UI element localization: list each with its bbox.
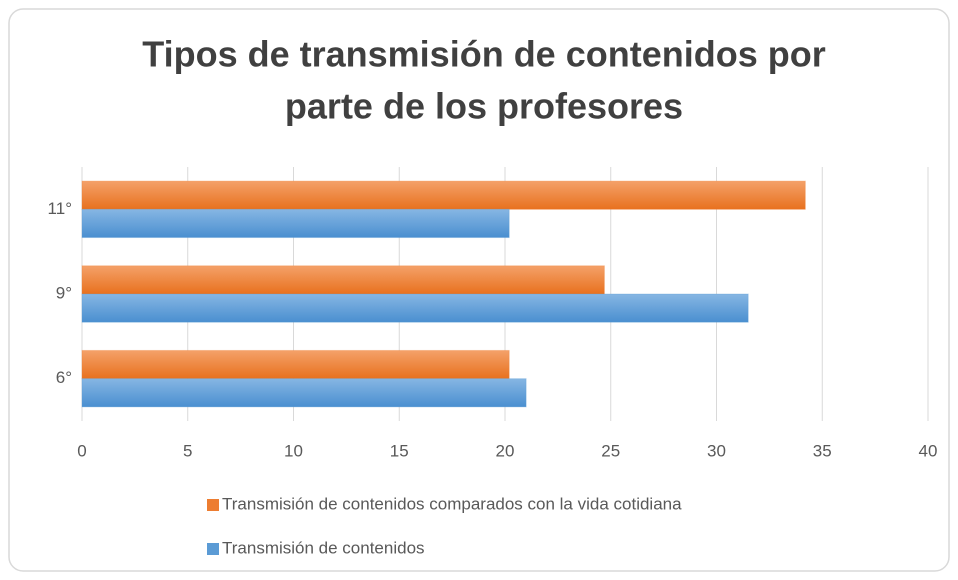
chart-title: parte de los profesores (285, 86, 683, 127)
x-tick-label: 35 (813, 441, 832, 460)
x-tick-label: 10 (284, 441, 303, 460)
legend-swatch (207, 499, 219, 511)
bar (81, 293, 749, 323)
x-tick-label: 0 (77, 441, 86, 460)
bar (81, 180, 806, 210)
legend-swatch (207, 543, 219, 555)
bar (81, 208, 510, 239)
y-tick-label: 6° (56, 368, 72, 387)
bar (81, 349, 510, 380)
chart-title: Tipos de transmisión de contenidos por (142, 34, 825, 75)
bar (81, 378, 527, 408)
y-tick-label: 9° (56, 283, 72, 302)
y-tick-label: 11° (48, 199, 72, 218)
x-tick-label: 25 (601, 441, 620, 460)
legend-label: Transmisión de contenidos comparados con… (222, 494, 682, 513)
x-tick-label: 15 (390, 441, 409, 460)
x-tick-label: 5 (183, 441, 192, 460)
bar (81, 265, 605, 295)
x-tick-label: 30 (707, 441, 726, 460)
x-tick-label: 40 (919, 441, 938, 460)
x-tick-label: 20 (496, 441, 515, 460)
legend-label: Transmisión de contenidos (222, 538, 425, 557)
